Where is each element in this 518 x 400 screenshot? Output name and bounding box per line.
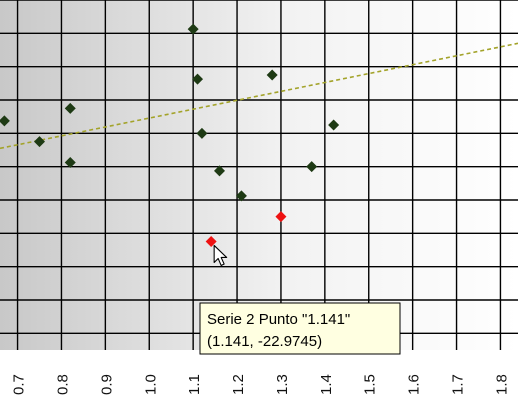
x-tick-label: 1.7 [450,374,467,395]
data-point-series-2[interactable] [205,235,217,247]
x-tick-label: 1.0 [142,374,159,395]
data-point-series-1[interactable] [235,190,247,202]
tooltip-box [199,302,401,355]
data-point-series-1[interactable] [266,69,278,81]
data-point-series-1[interactable] [306,161,318,173]
data-point-series-1[interactable] [196,127,208,139]
x-tick-label: 1.8 [493,374,510,395]
x-tick-label: 1.1 [186,374,203,395]
plot-background [0,0,518,350]
x-tick-label: 1.3 [274,374,291,395]
x-tick-label: 1.5 [362,374,379,395]
data-point-series-1[interactable] [187,23,199,35]
x-tick-label: 0.8 [54,374,71,395]
data-point-series-1[interactable] [192,73,204,85]
mouse-pointer-icon [213,244,228,267]
data-points [0,23,340,247]
grid [0,0,518,350]
data-point-series-1[interactable] [328,119,340,131]
x-tick-label: 0.9 [98,374,115,395]
x-tick-label: 0.7 [11,374,28,395]
data-point-series-1[interactable] [64,157,76,168]
data-point-series-1[interactable] [0,115,10,127]
tooltip-line-2: (1.141, -22.9745) [207,333,322,350]
x-tick-label: 1.6 [406,374,423,395]
data-point-series-1[interactable] [34,136,46,148]
tooltip: Serie 2 Punto "1.141" (1.141, -22.9745) [199,302,401,355]
data-point-series-1[interactable] [213,165,225,177]
data-point-series-1[interactable] [64,102,76,114]
cursor-layer [213,244,228,267]
x-axis-tick-labels: 0.7 0.8 0.9 1.0 1.1 1.2 1.3 1.4 1.5 1.6 1.7 1.8 [11,374,511,395]
data-point-series-2[interactable] [275,211,287,223]
x-tick-label: 1.4 [318,374,335,395]
x-tick-label: 1.2 [230,374,247,395]
tooltip-line-1: Serie 2 Punto "1.141" [207,311,350,328]
